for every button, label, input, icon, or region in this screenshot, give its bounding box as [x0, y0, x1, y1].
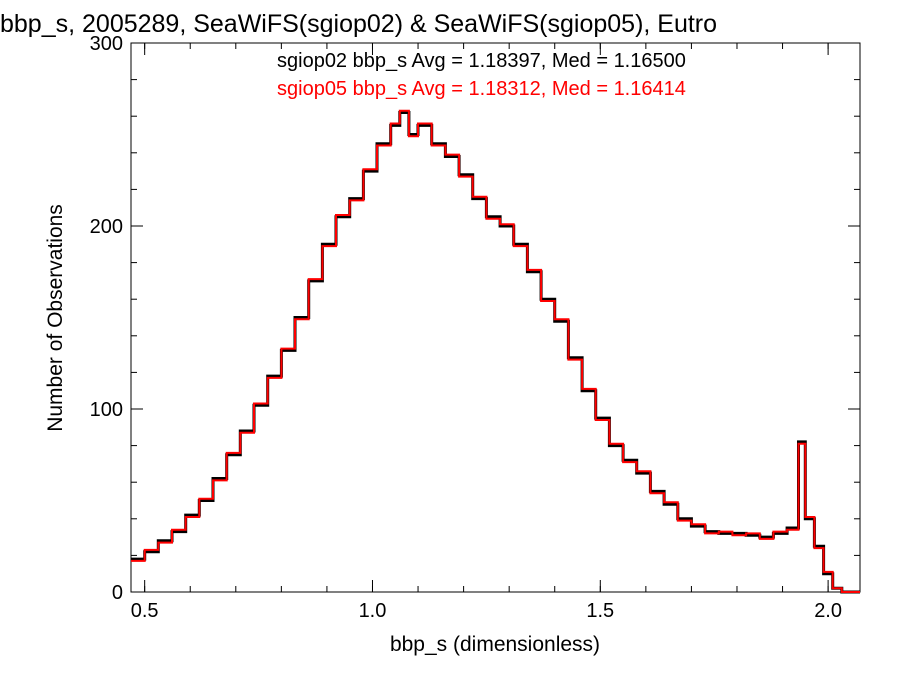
- x-tick-label: 2.0: [814, 600, 842, 622]
- y-tick-label: 200: [90, 216, 123, 238]
- x-axis-label: bbp_s (dimensionless): [390, 633, 600, 656]
- y-tick-label: 0: [112, 582, 123, 604]
- y-tick-label: 100: [90, 399, 123, 421]
- x-tick-label: 0.5: [131, 600, 159, 622]
- chart-title: bbp_s, 2005289, SeaWiFS(sgiop02) & SeaWi…: [0, 10, 717, 38]
- y-axis-label: Number of Observations: [44, 204, 67, 432]
- annotation-sgiop05: sgiop05 bbp_s Avg = 1.18312, Med = 1.164…: [277, 78, 686, 100]
- y-tick-label: 300: [90, 33, 123, 55]
- annotation-sgiop02: sgiop02 bbp_s Avg = 1.18397, Med = 1.165…: [277, 50, 686, 72]
- x-tick-label: 1.5: [586, 600, 614, 622]
- plot-frame: [130, 42, 861, 593]
- series-sgiop05-histogram: [131, 109, 860, 593]
- series-sgiop02-histogram: [131, 111, 860, 594]
- x-tick-label: 1.0: [359, 600, 387, 622]
